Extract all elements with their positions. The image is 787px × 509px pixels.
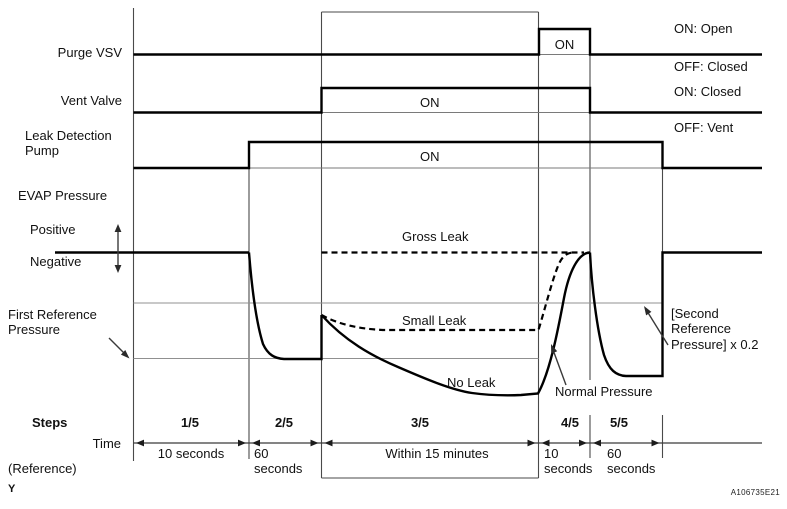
step-3-label: 3/5 xyxy=(410,415,430,430)
steps-title: Steps xyxy=(32,415,68,430)
normal-pressure-label: Normal Pressure xyxy=(555,384,653,399)
step-4-duration: 10 seconds xyxy=(544,446,593,477)
evap-pressure-label: EVAP Pressure xyxy=(18,188,108,203)
step-grid xyxy=(132,8,664,479)
second-reference-pressure-label: [Second Reference Pressure] x 0.2 xyxy=(671,306,759,352)
leak-detection-pump-label: Leak Detection Pump xyxy=(25,128,112,159)
purge-vsv-legend-on: ON: Open xyxy=(674,21,733,36)
vent-valve-legend-on: ON: Closed xyxy=(674,84,742,99)
vent-valve-trace xyxy=(133,86,762,114)
positive-label: Positive xyxy=(30,222,76,237)
time-axis-label: Time xyxy=(92,436,121,451)
footer-mark: Y xyxy=(8,483,16,495)
vent-valve-legend-off: OFF: Vent xyxy=(674,120,734,135)
negative-label: Negative xyxy=(30,254,82,269)
step-2-duration: 60 seconds xyxy=(254,446,303,477)
step-5-label: 5/5 xyxy=(609,415,629,430)
step-5-duration: 60 seconds xyxy=(607,446,656,477)
no-leak-label: No Leak xyxy=(447,375,496,390)
signal-baselines xyxy=(133,54,762,169)
leak-detection-pump-on-label: ON xyxy=(420,149,440,164)
small-leak-label: Small Leak xyxy=(402,313,467,328)
purge-vsv-trace xyxy=(133,27,762,56)
step-1-label: 1/5 xyxy=(180,415,200,430)
reference-label: (Reference) xyxy=(8,461,77,476)
purge-vsv-legend-off: OFF: Closed xyxy=(674,59,748,74)
step-3-duration: Within 15 minutes xyxy=(385,446,489,461)
second-reference-arrow xyxy=(647,313,669,346)
purge-vsv-on-label: ON xyxy=(554,37,575,52)
leak-dashed-traces xyxy=(320,251,584,332)
vent-valve-on-label: ON xyxy=(420,95,440,110)
vent-valve-label: Vent Valve xyxy=(60,93,122,108)
annotation-arrows xyxy=(108,224,669,386)
first-reference-pressure-label: First Reference Pressure xyxy=(8,307,97,338)
reference-lines xyxy=(133,302,663,359)
normal-pressure-arrow xyxy=(553,352,567,386)
leak-detection-pump-trace xyxy=(133,140,762,170)
step-2-label: 2/5 xyxy=(274,415,294,430)
step-4-label: 4/5 xyxy=(560,415,580,430)
time-axis xyxy=(133,439,762,447)
figure-code: A106735E21 xyxy=(730,488,780,497)
first-reference-arrow xyxy=(108,337,125,354)
evap-pressure-traces xyxy=(55,251,762,397)
step-1-duration: 10 seconds xyxy=(157,446,225,461)
gross-leak-label: Gross Leak xyxy=(402,229,469,244)
purge-vsv-label: Purge VSV xyxy=(57,45,122,60)
